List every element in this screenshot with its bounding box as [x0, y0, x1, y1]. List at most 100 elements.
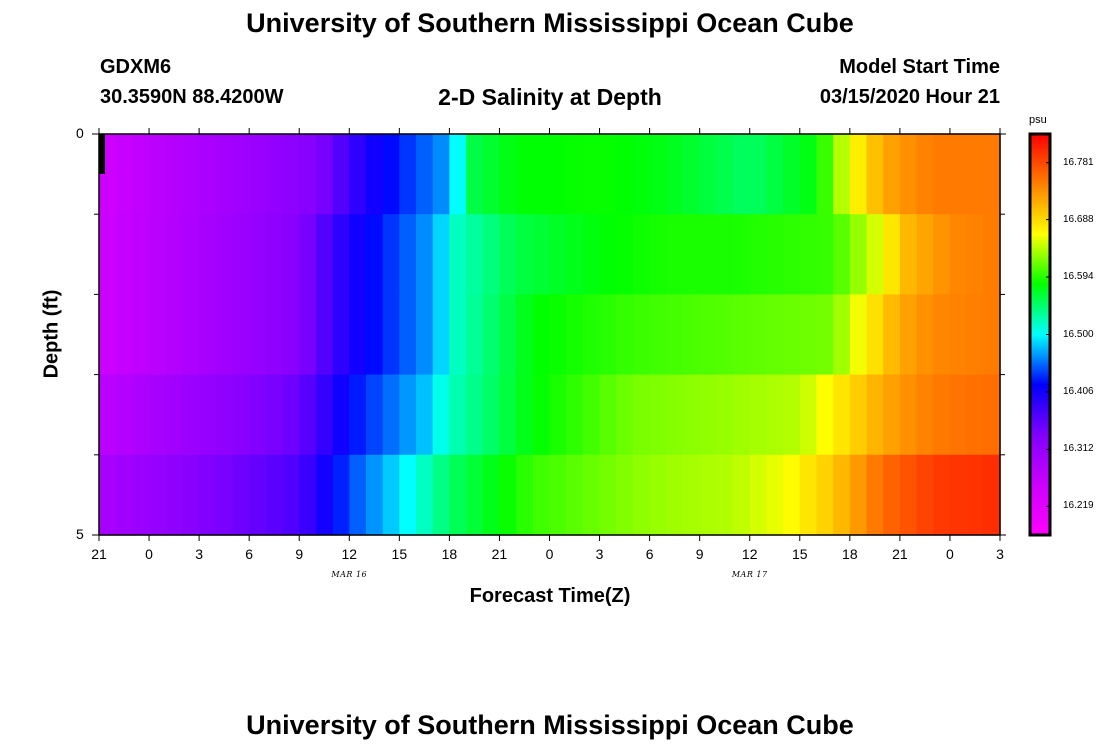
heatmap-cell — [132, 454, 150, 536]
heatmap-cell — [199, 374, 217, 456]
heatmap-cell — [232, 214, 250, 295]
heatmap-cell — [883, 294, 901, 376]
colorbar — [1028, 132, 1052, 537]
heatmap-cell — [549, 134, 567, 215]
heatmap-cell — [232, 134, 250, 215]
heatmap-cell — [215, 294, 234, 376]
heatmap-cell — [966, 134, 984, 215]
heatmap-cell — [382, 454, 400, 536]
heatmap-cell — [365, 374, 384, 456]
heatmap-cell — [466, 294, 484, 376]
heatmap-cell — [716, 214, 734, 295]
heatmap-cell — [649, 294, 667, 376]
heatmap-cell — [983, 454, 1001, 536]
heatmap-cell — [682, 374, 701, 456]
heatmap-cell — [215, 374, 234, 456]
heatmap-cell — [749, 454, 768, 536]
heatmap-cell — [949, 294, 968, 376]
heatmap-cell — [783, 134, 801, 215]
heatmap-cell — [399, 134, 417, 215]
heatmap-cell — [766, 294, 784, 376]
heatmap-cell — [349, 294, 367, 376]
heatmap-cell — [232, 374, 250, 456]
heatmap-cell — [599, 374, 617, 456]
heatmap-cell — [783, 374, 801, 456]
heatmap-cell — [566, 374, 584, 456]
x-tick-label: 21 — [91, 546, 107, 562]
heatmap-cell — [566, 134, 584, 215]
heatmap-cell — [299, 454, 317, 536]
heatmap-cell — [699, 294, 717, 376]
heatmap-cell — [632, 294, 651, 376]
heatmap-cell — [149, 214, 167, 295]
heatmap-cell — [182, 134, 200, 215]
heatmap-cell — [949, 214, 968, 295]
heatmap-cell — [916, 454, 934, 536]
heatmap-cell — [466, 454, 484, 536]
x-tick-label: 3 — [996, 546, 1004, 562]
heatmap-cell — [149, 454, 167, 536]
heatmap-cell — [616, 214, 634, 295]
heatmap-cell — [265, 374, 284, 456]
heatmap-cell — [716, 134, 734, 215]
heatmap-cell — [332, 214, 350, 295]
heatmap-cell — [983, 214, 1001, 295]
heatmap-cell — [549, 454, 567, 536]
heatmap-cell — [849, 134, 868, 215]
heatmap-cell — [599, 454, 617, 536]
heatmap-cell — [716, 294, 734, 376]
heatmap-cell — [182, 214, 200, 295]
x-tick-label: 3 — [195, 546, 204, 562]
heatmap-cell — [299, 214, 317, 295]
colorbar-tick-label: 16.688 — [1063, 213, 1094, 225]
colorbar-tick-label: 16.781 — [1063, 156, 1094, 168]
x-tick-label: 6 — [245, 546, 254, 562]
heatmap-cell — [249, 214, 267, 295]
heatmap-cell — [949, 454, 968, 536]
heatmap-cell — [699, 454, 717, 536]
heatmap-cell — [582, 214, 601, 295]
heatmap-cell — [866, 454, 884, 536]
heatmap-cell — [532, 134, 551, 215]
heatmap-cell — [666, 134, 684, 215]
heatmap-cell — [716, 454, 734, 536]
heatmap-cell — [849, 454, 868, 536]
heatmap-cell — [115, 294, 133, 376]
heatmap-cell — [966, 374, 984, 456]
heatmap-cell — [132, 134, 150, 215]
heatmap-cell — [115, 454, 133, 536]
heatmap-cell — [549, 294, 567, 376]
heatmap-cell — [215, 454, 234, 536]
heatmap-cell — [349, 374, 367, 456]
heatmap-cell — [616, 134, 634, 215]
heatmap-cell — [132, 214, 150, 295]
heatmap-cell — [599, 294, 617, 376]
x-tick-label: 21 — [491, 546, 508, 562]
heatmap-cell — [332, 454, 350, 536]
heatmap-cell — [265, 134, 284, 215]
heatmap-cell — [866, 374, 884, 456]
colorbar-tick-label: 16.500 — [1063, 328, 1094, 340]
heatmap-cell — [232, 454, 250, 536]
heatmap-cell — [265, 294, 284, 376]
heatmap-cell — [916, 374, 934, 456]
heatmap-cell — [899, 374, 918, 456]
heatmap-cell — [115, 374, 133, 456]
heatmap-cell — [749, 214, 768, 295]
heatmap-cell — [766, 454, 784, 536]
heatmap-cell — [682, 454, 701, 536]
x-tick-label: 6 — [645, 546, 654, 562]
heatmap-cell — [749, 134, 768, 215]
heatmap-cell — [783, 454, 801, 536]
heatmap-cell — [899, 294, 918, 376]
heatmap-cell — [99, 214, 117, 295]
heatmap-cell — [382, 134, 400, 215]
colorbar-tick-label: 16.406 — [1063, 385, 1094, 397]
heatmap-cell — [766, 374, 784, 456]
heatmap-cell — [265, 454, 284, 536]
heatmap-cell — [933, 214, 951, 295]
heatmap-cell — [949, 134, 968, 215]
heatmap-cell — [449, 294, 467, 376]
heatmap-cell — [716, 374, 734, 456]
heatmap-cell — [449, 214, 467, 295]
